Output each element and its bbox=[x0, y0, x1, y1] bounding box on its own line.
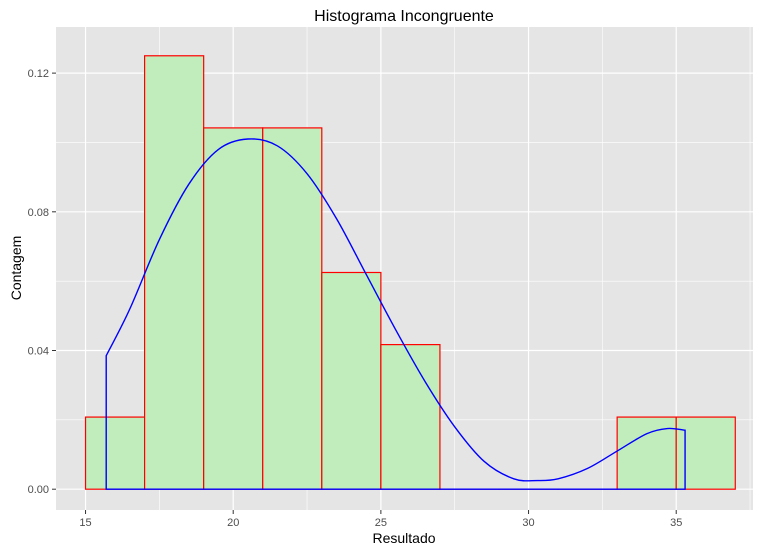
y-tick-label: 0.08 bbox=[28, 207, 49, 219]
y-tick-label: 0.12 bbox=[28, 68, 49, 80]
y-tick-label: 0.00 bbox=[28, 484, 49, 496]
x-tick-label: 35 bbox=[670, 517, 682, 529]
chart-title: Histograma Incongruente bbox=[314, 8, 494, 25]
x-tick-label: 20 bbox=[227, 517, 239, 529]
y-axis-title: Contagem bbox=[8, 236, 24, 301]
x-tick-label: 30 bbox=[522, 517, 534, 529]
x-tick-label: 15 bbox=[79, 517, 91, 529]
histogram-bar bbox=[84, 416, 146, 490]
histogram-bar bbox=[321, 271, 382, 490]
x-tick-label: 25 bbox=[375, 517, 387, 529]
y-axis-ticks: 0.00 0.04 0.08 0.12 bbox=[28, 68, 56, 496]
x-axis-ticks: 15 20 25 30 35 bbox=[79, 510, 682, 529]
histogram-bar bbox=[380, 344, 441, 490]
histogram-bars bbox=[84, 55, 736, 490]
histogram-bar bbox=[144, 55, 205, 490]
histogram-bar bbox=[203, 127, 264, 490]
y-tick-label: 0.04 bbox=[28, 346, 49, 358]
histogram-bar bbox=[675, 416, 736, 490]
density-curve bbox=[105, 138, 686, 490]
x-axis-title: Resultado bbox=[372, 530, 435, 546]
